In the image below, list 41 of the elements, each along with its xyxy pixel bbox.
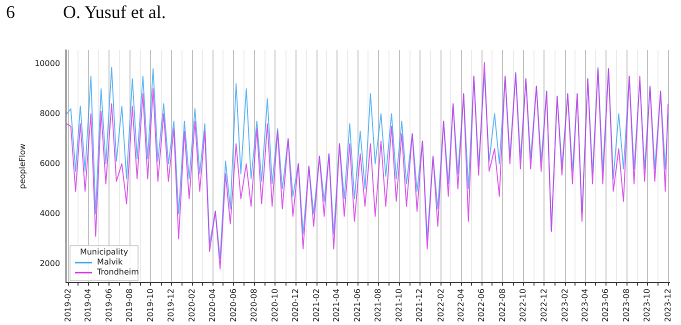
x-tick-label: 2020-10 bbox=[270, 288, 280, 322]
y-tick-label: 10000 bbox=[34, 58, 60, 68]
x-tick-label: 2019-10 bbox=[146, 288, 155, 322]
x-tick-label: 2023-12 bbox=[663, 288, 672, 322]
x-tick-label: 2023-10 bbox=[642, 288, 652, 322]
x-tick-label: 2020-06 bbox=[228, 288, 238, 322]
x-tick-label: 2020-12 bbox=[291, 288, 300, 322]
x-tick-label: 2019-12 bbox=[166, 288, 176, 322]
legend-label: Malvik bbox=[97, 258, 124, 267]
x-tick-label: 2020-04 bbox=[208, 288, 218, 322]
x-tick-label: 2019-06 bbox=[104, 288, 114, 322]
text: O. Yusuf et al. bbox=[63, 2, 166, 23]
x-tick-label: 2019-02 bbox=[64, 288, 73, 322]
legend-title: Municipality bbox=[80, 248, 128, 257]
x-tick-label: 2021-04 bbox=[332, 288, 342, 322]
x-tick-label: 2022-06 bbox=[477, 288, 486, 322]
x-tick-label: 2022-02 bbox=[436, 288, 446, 322]
x-tick-label: 2023-02 bbox=[560, 288, 570, 322]
y-tick-label: 4000 bbox=[40, 208, 60, 218]
x-tick-label: 2021-06 bbox=[352, 288, 362, 322]
x-tick-label: 2021-12 bbox=[415, 288, 424, 322]
y-tick-label: 6000 bbox=[40, 158, 60, 168]
x-tick-label: 2022-10 bbox=[518, 288, 528, 322]
x-tick-label: 2019-04 bbox=[84, 288, 93, 322]
x-tick-label: 2019-08 bbox=[125, 288, 134, 322]
x-tick-label: 2021-08 bbox=[374, 288, 383, 322]
x-tick-label: 2021-02 bbox=[312, 288, 322, 322]
text: 6 bbox=[6, 2, 15, 23]
y-tick-label: 8000 bbox=[40, 108, 60, 118]
x-tick-label: 2020-02 bbox=[188, 288, 197, 322]
x-tick-label: 2020-08 bbox=[250, 288, 259, 322]
x-tick-label: 2021-10 bbox=[394, 288, 404, 322]
y-axis-title: peopleFlow bbox=[18, 143, 27, 189]
x-tick-label: 2022-08 bbox=[498, 288, 507, 322]
x-tick-label: 2023-06 bbox=[601, 288, 610, 322]
x-tick-label: 2022-04 bbox=[456, 288, 466, 322]
x-tick-label: 2022-12 bbox=[539, 288, 548, 322]
y-tick-label: 2000 bbox=[40, 258, 60, 268]
x-tick-label: 2023-04 bbox=[580, 288, 590, 322]
legend-label: Trondheim bbox=[96, 268, 140, 277]
x-tick-label: 2023-08 bbox=[622, 288, 631, 322]
